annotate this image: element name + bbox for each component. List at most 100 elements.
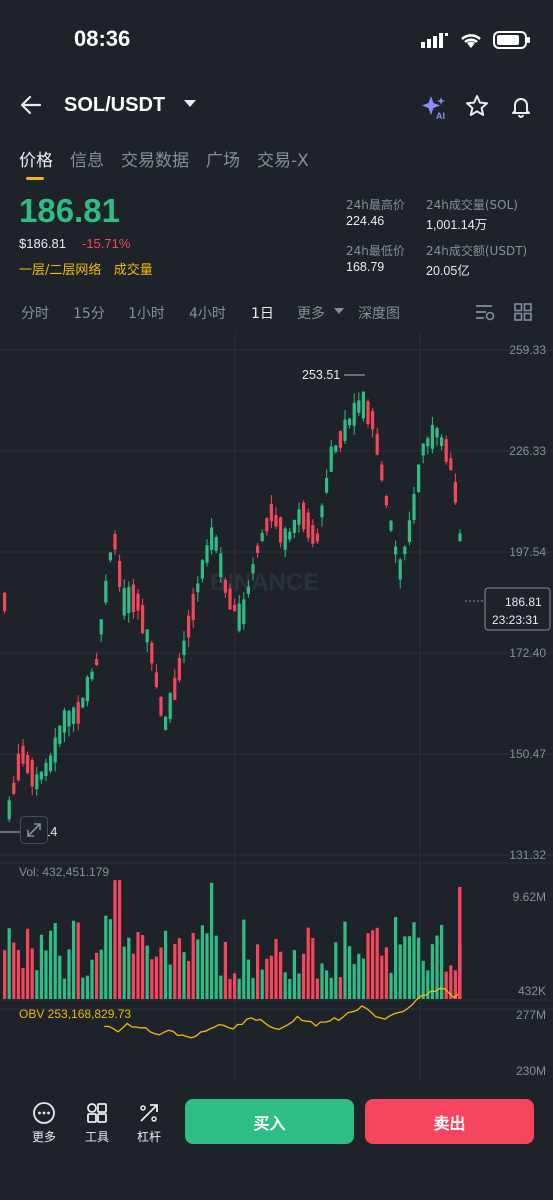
candlestick-chart[interactable]: BINANCE 253.51 7.14 186.81 23:23:31 — [0, 332, 553, 1082]
volume-bar — [348, 946, 352, 999]
back-arrow-icon[interactable] — [20, 95, 42, 115]
volume-bar — [136, 932, 140, 999]
candle-body — [297, 509, 301, 525]
volume-bar — [118, 880, 122, 999]
obv-axis-bottom: 230M — [515, 1064, 546, 1078]
price-axis-label: 226.33 — [509, 444, 546, 458]
candle-body — [458, 533, 462, 541]
volume-bar — [440, 924, 444, 999]
tab-square[interactable]: 广场 — [206, 151, 240, 171]
volume-bar — [30, 948, 34, 999]
sell-button[interactable]: 卖出 — [365, 1099, 534, 1144]
volume-bar — [380, 955, 384, 999]
volume-bar — [260, 969, 264, 999]
network-tag[interactable]: 一层/二层网络 — [19, 263, 102, 278]
tab-info[interactable]: 信息 — [70, 151, 104, 171]
wifi-icon — [461, 34, 481, 48]
current-price: 186.81 — [505, 595, 542, 609]
grid-icon[interactable] — [514, 303, 532, 321]
volume-bar — [154, 956, 158, 999]
countdown: 23:23:31 — [492, 613, 539, 627]
candle-body — [76, 702, 80, 724]
interval-depth[interactable]: 深度图 — [358, 306, 400, 322]
volume-bar — [219, 975, 223, 999]
tab-active-indicator — [26, 177, 44, 180]
volume-bar — [90, 959, 94, 999]
volume-bar — [237, 978, 241, 999]
tools-grid-icon — [87, 1103, 107, 1123]
bell-icon[interactable] — [509, 94, 533, 118]
interval-1h[interactable]: 1小时 — [128, 306, 165, 322]
candle-body — [398, 559, 402, 580]
volume-bar — [95, 952, 99, 999]
candle-body — [417, 464, 421, 493]
volume-bar — [35, 970, 39, 999]
star-icon[interactable] — [465, 94, 489, 118]
interval-15m[interactable]: 15分 — [73, 306, 105, 322]
chart-settings-icon[interactable] — [474, 303, 496, 321]
volume-bar — [449, 965, 453, 999]
candle-body — [357, 400, 361, 413]
candle-body — [242, 599, 246, 625]
tab-trade-data[interactable]: 交易数据 — [121, 151, 189, 171]
candle-body — [237, 603, 241, 631]
battery-icon — [493, 31, 530, 49]
volume-bar — [122, 946, 126, 999]
tab-price[interactable]: 价格 — [19, 151, 53, 171]
volume-bar — [67, 949, 71, 999]
volume-bar — [104, 915, 108, 999]
expand-icon[interactable] — [20, 816, 48, 844]
candle-body — [16, 753, 20, 781]
more-button[interactable]: 更多 — [24, 1101, 64, 1145]
volume-bar — [113, 880, 117, 999]
interval-time[interactable]: 分时 — [21, 306, 49, 322]
last-price: 186.81 — [19, 192, 120, 229]
vol-sol-label: 24h成交量(SOL) — [426, 198, 518, 212]
pair-title[interactable]: SOL/USDT — [64, 94, 166, 116]
volume-bar — [407, 936, 411, 999]
candle-body — [265, 518, 269, 532]
candle-body — [352, 402, 356, 426]
candle-body — [223, 580, 227, 593]
volume-bar — [288, 978, 292, 999]
candle-body — [453, 482, 457, 503]
ai-sparkle-icon[interactable]: AI — [421, 94, 447, 120]
volume-bar — [430, 944, 434, 999]
candle-body — [430, 424, 434, 449]
candle-body — [302, 502, 306, 530]
leverage-button[interactable]: 杠杆 — [129, 1101, 169, 1145]
candle-body — [164, 716, 168, 730]
volume-bar — [39, 934, 43, 999]
candle-body — [108, 552, 112, 561]
leverage-label: 杠杆 — [136, 1130, 161, 1144]
candle-body — [26, 754, 30, 774]
interval-more[interactable]: 更多 — [297, 306, 325, 322]
volume-bar — [269, 955, 273, 999]
candle-body — [67, 710, 71, 727]
candle-body — [150, 642, 154, 664]
current-price-box — [484, 587, 551, 631]
volume-bar — [251, 978, 255, 999]
volume-bar — [384, 947, 388, 999]
volume-bar — [233, 973, 237, 999]
volume-bar — [421, 960, 425, 999]
volume-tag[interactable]: 成交量 — [113, 263, 153, 278]
candle-body — [58, 725, 62, 744]
candle-body — [403, 546, 407, 555]
volume-bar — [366, 933, 370, 999]
candle-body — [348, 418, 352, 426]
interval-1d[interactable]: 1日 — [251, 306, 274, 322]
buy-button[interactable]: 买入 — [185, 1099, 354, 1144]
caret-down-icon[interactable] — [184, 100, 196, 108]
status-icons — [421, 30, 531, 50]
candle-body — [210, 527, 214, 550]
tools-button[interactable]: 工具 — [77, 1101, 117, 1145]
interval-4h[interactable]: 4小时 — [189, 306, 226, 322]
candle-body — [7, 800, 11, 820]
volume-bar — [334, 942, 338, 999]
volume-bar — [426, 970, 430, 999]
volume-bar — [311, 938, 315, 999]
usd-price: $186.81 — [19, 236, 66, 251]
more-label: 更多 — [31, 1130, 56, 1144]
tab-trade-x[interactable]: 交易-X — [257, 151, 309, 171]
